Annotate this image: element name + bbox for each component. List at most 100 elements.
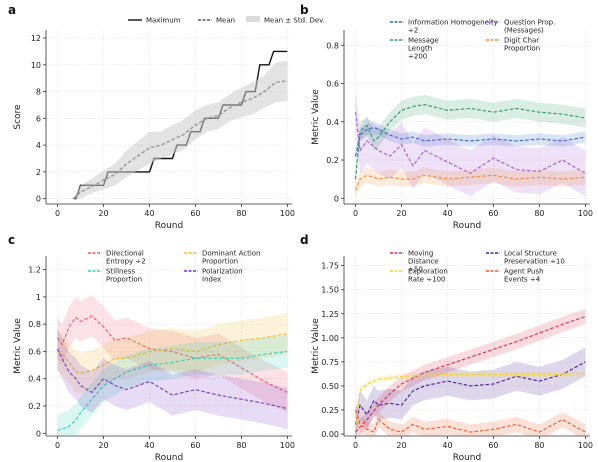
x-axis-label: Round bbox=[453, 453, 481, 462]
x-tick-label: 0 bbox=[353, 209, 358, 218]
series-band bbox=[355, 308, 586, 436]
legend-label-line: Entropy ÷2 bbox=[106, 258, 146, 266]
series-band bbox=[57, 295, 288, 413]
legend-label-line: Rate ÷100 bbox=[408, 276, 446, 284]
x-tick-label: 40 bbox=[442, 209, 452, 218]
legend-swatch bbox=[246, 16, 260, 22]
y-tick-label: 1.00 bbox=[321, 334, 339, 343]
grid-lines bbox=[46, 30, 292, 204]
y-tick-label: 1.50 bbox=[321, 286, 339, 295]
panel-letter: a bbox=[8, 3, 16, 17]
plot-area bbox=[73, 50, 288, 200]
y-tick-label: 0.75 bbox=[321, 358, 339, 367]
y-tick-label: 8 bbox=[36, 88, 41, 97]
legend-label: Maximum bbox=[146, 17, 181, 25]
series-band bbox=[355, 167, 586, 199]
y-tick-label: 0.4 bbox=[326, 118, 339, 127]
series-line bbox=[354, 104, 586, 180]
grid-lines bbox=[344, 30, 590, 204]
panel-letter: b bbox=[300, 3, 309, 17]
x-tick-label: 40 bbox=[144, 441, 154, 450]
legend-label: Moving Distance ÷50 bbox=[408, 250, 439, 274]
legend: Moving Distance ÷50 Local Structure Preserva… bbox=[390, 250, 565, 284]
legend-label-line: Index bbox=[202, 276, 221, 284]
legend: Information Homogeneity ÷2 Question Prop.(… bbox=[390, 19, 555, 61]
legend-label: Agent Push Events ÷4 bbox=[504, 268, 544, 284]
legend-label: Information Homogeneity ÷2 bbox=[408, 19, 498, 35]
legend-label: Local Structure Preservation ÷10 bbox=[504, 250, 565, 266]
y-tick-label: 0 bbox=[334, 194, 339, 203]
series-line bbox=[354, 361, 586, 425]
y-axis-label: Metric Value bbox=[311, 318, 321, 374]
y-tick-label: 0.50 bbox=[321, 382, 339, 391]
y-tick-label: 1 bbox=[36, 293, 41, 302]
legend-label-line: ÷50 bbox=[408, 266, 423, 274]
x-tick-label: 20 bbox=[98, 209, 108, 218]
x-tick-label: 40 bbox=[442, 441, 452, 450]
x-tick-label: 80 bbox=[236, 209, 246, 218]
series-line bbox=[354, 372, 586, 430]
series-line bbox=[57, 350, 288, 432]
y-axis-label: Metric Value bbox=[311, 89, 321, 145]
series-line bbox=[57, 315, 288, 393]
series-band bbox=[355, 121, 586, 162]
x-tick-label: 0 bbox=[55, 209, 60, 218]
legend: Maximum Mean Mean ± Std. Dev. bbox=[128, 16, 325, 25]
y-tick-label: 0.6 bbox=[28, 347, 41, 356]
x-tick-label: 60 bbox=[190, 209, 200, 218]
x-tick-label: 0 bbox=[55, 441, 60, 450]
panel-letter: c bbox=[8, 233, 15, 247]
legend-label: Question Prop. (Messages) bbox=[504, 19, 555, 35]
plot-area bbox=[354, 89, 586, 199]
legend-label: Mean ± Std. Dev. bbox=[264, 17, 325, 25]
legend-label: Directional Entropy ÷2 bbox=[106, 250, 146, 266]
series-band bbox=[355, 347, 586, 436]
legend-label: Stillness Proportion bbox=[106, 268, 142, 284]
series-band bbox=[355, 402, 586, 436]
y-tick-label: 12 bbox=[31, 34, 41, 43]
legend-label-line: Question Prop. bbox=[504, 19, 555, 27]
x-tick-label: 20 bbox=[396, 209, 406, 218]
legend-label: Polarization Index bbox=[202, 268, 243, 284]
legend-label-line: Stillness bbox=[106, 268, 135, 276]
y-tick-label: 0 bbox=[36, 195, 41, 204]
x-tick-label: 40 bbox=[144, 209, 154, 218]
series-line bbox=[355, 316, 586, 433]
x-tick-label: 60 bbox=[488, 441, 498, 450]
legend-label-line: Preservation ÷10 bbox=[504, 258, 565, 266]
series-line bbox=[354, 126, 586, 157]
legend-label-line: Polarization bbox=[202, 268, 243, 276]
y-tick-label: 0.00 bbox=[321, 430, 339, 439]
series-band bbox=[355, 89, 586, 197]
y-tick-label: 0.2 bbox=[326, 156, 339, 165]
x-tick-label: 20 bbox=[396, 441, 406, 450]
legend-label: Mean bbox=[216, 17, 235, 25]
series-band bbox=[57, 328, 288, 430]
y-tick-label: 0.2 bbox=[28, 402, 41, 411]
series-line bbox=[57, 348, 288, 410]
plot-area bbox=[354, 308, 586, 436]
series-band bbox=[73, 60, 288, 199]
y-axis-label: Score bbox=[13, 104, 23, 130]
y-tick-label: 0 bbox=[36, 429, 41, 438]
y-tick-label: 6 bbox=[36, 114, 41, 123]
legend-label: Message Length ÷200 bbox=[408, 37, 439, 61]
panel-d: d 0 20 40 60 80 100 0.00 0.25 0.50 0.75 1.00 1.25 1.5… bbox=[300, 233, 593, 462]
x-axis-label: Round bbox=[155, 221, 183, 231]
x-tick-label: 80 bbox=[236, 441, 246, 450]
series-band bbox=[355, 95, 586, 189]
series-line bbox=[354, 112, 586, 175]
x-tick-label: 80 bbox=[534, 441, 544, 450]
y-tick-label: 0.25 bbox=[321, 406, 339, 415]
legend-label-line: Exploration bbox=[408, 268, 448, 276]
legend-label-line: (Messages) bbox=[504, 27, 544, 35]
legend-label-line: ÷200 bbox=[408, 53, 427, 61]
legend-label-line: Mean bbox=[216, 17, 235, 25]
legend-label-line: Maximum bbox=[146, 17, 181, 25]
x-tick-label: 100 bbox=[578, 209, 593, 218]
series-line bbox=[57, 333, 288, 374]
legend-label-line: Information Homogeneity bbox=[408, 19, 498, 27]
y-tick-label: 10 bbox=[31, 61, 41, 70]
legend-label-line: Message bbox=[408, 37, 439, 45]
